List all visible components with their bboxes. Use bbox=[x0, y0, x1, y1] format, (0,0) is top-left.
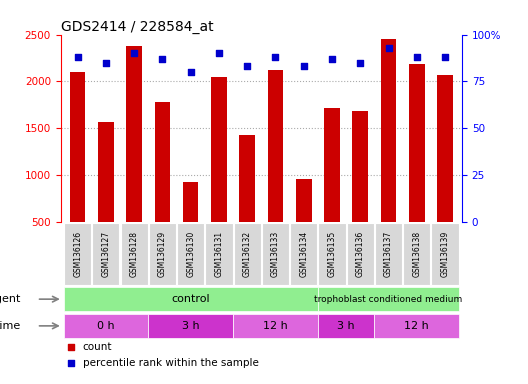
Point bbox=[73, 54, 82, 60]
Bar bbox=[318, 314, 374, 338]
FancyBboxPatch shape bbox=[290, 223, 317, 285]
Bar bbox=[211, 77, 227, 268]
Bar bbox=[353, 111, 368, 268]
Bar bbox=[240, 135, 255, 268]
Bar bbox=[296, 179, 312, 268]
Text: 3 h: 3 h bbox=[182, 321, 200, 331]
Text: 12 h: 12 h bbox=[404, 321, 429, 331]
Bar bbox=[98, 122, 114, 268]
Bar bbox=[126, 46, 142, 268]
Point bbox=[67, 360, 75, 366]
FancyBboxPatch shape bbox=[149, 223, 176, 285]
Text: GSM136128: GSM136128 bbox=[130, 231, 139, 277]
Text: GSM136131: GSM136131 bbox=[214, 231, 223, 277]
Text: GSM136126: GSM136126 bbox=[73, 231, 82, 277]
Point bbox=[67, 344, 75, 350]
Text: GSM136130: GSM136130 bbox=[186, 230, 195, 277]
Text: 12 h: 12 h bbox=[263, 321, 288, 331]
Text: GSM136132: GSM136132 bbox=[243, 231, 252, 277]
FancyBboxPatch shape bbox=[375, 223, 402, 285]
Point bbox=[243, 63, 251, 70]
FancyBboxPatch shape bbox=[177, 223, 204, 285]
Point bbox=[186, 69, 195, 75]
Bar bbox=[381, 39, 397, 268]
Bar bbox=[155, 102, 170, 268]
Text: GSM136137: GSM136137 bbox=[384, 230, 393, 277]
Bar bbox=[233, 314, 318, 338]
FancyBboxPatch shape bbox=[347, 223, 374, 285]
FancyBboxPatch shape bbox=[205, 223, 232, 285]
FancyBboxPatch shape bbox=[120, 223, 148, 285]
FancyBboxPatch shape bbox=[234, 223, 261, 285]
Bar bbox=[63, 287, 318, 311]
Text: GSM136134: GSM136134 bbox=[299, 230, 308, 277]
Bar bbox=[374, 314, 459, 338]
Bar bbox=[268, 70, 283, 268]
Bar bbox=[183, 182, 199, 268]
Text: GSM136127: GSM136127 bbox=[101, 231, 110, 277]
Point bbox=[299, 63, 308, 70]
Point bbox=[441, 54, 449, 60]
Text: GSM136138: GSM136138 bbox=[412, 231, 421, 277]
Text: GSM136135: GSM136135 bbox=[327, 230, 336, 277]
Point bbox=[158, 56, 167, 62]
Point bbox=[356, 60, 364, 66]
Text: agent: agent bbox=[0, 294, 21, 304]
FancyBboxPatch shape bbox=[262, 223, 289, 285]
FancyBboxPatch shape bbox=[64, 223, 91, 285]
Bar bbox=[409, 65, 425, 268]
Point bbox=[412, 54, 421, 60]
Text: GSM136133: GSM136133 bbox=[271, 230, 280, 277]
Text: percentile rank within the sample: percentile rank within the sample bbox=[83, 358, 259, 368]
Text: GDS2414 / 228584_at: GDS2414 / 228584_at bbox=[61, 20, 213, 33]
FancyBboxPatch shape bbox=[403, 223, 430, 285]
Text: trophoblast conditioned medium: trophoblast conditioned medium bbox=[314, 295, 463, 304]
Text: 0 h: 0 h bbox=[97, 321, 115, 331]
Point bbox=[102, 60, 110, 66]
Text: time: time bbox=[0, 321, 21, 331]
Text: GSM136139: GSM136139 bbox=[440, 230, 449, 277]
Text: count: count bbox=[83, 342, 112, 352]
Point bbox=[130, 50, 138, 56]
FancyBboxPatch shape bbox=[431, 223, 459, 285]
Bar bbox=[437, 75, 453, 268]
FancyBboxPatch shape bbox=[318, 223, 345, 285]
Bar bbox=[148, 314, 233, 338]
Bar bbox=[318, 287, 459, 311]
Bar bbox=[63, 314, 148, 338]
FancyBboxPatch shape bbox=[92, 223, 119, 285]
Point bbox=[271, 54, 280, 60]
Text: GSM136136: GSM136136 bbox=[356, 230, 365, 277]
Point bbox=[384, 45, 393, 51]
Text: GSM136129: GSM136129 bbox=[158, 231, 167, 277]
Text: control: control bbox=[172, 294, 210, 304]
Point bbox=[215, 50, 223, 56]
Point bbox=[328, 56, 336, 62]
Bar bbox=[70, 72, 86, 268]
Text: 3 h: 3 h bbox=[337, 321, 355, 331]
Bar bbox=[324, 108, 340, 268]
